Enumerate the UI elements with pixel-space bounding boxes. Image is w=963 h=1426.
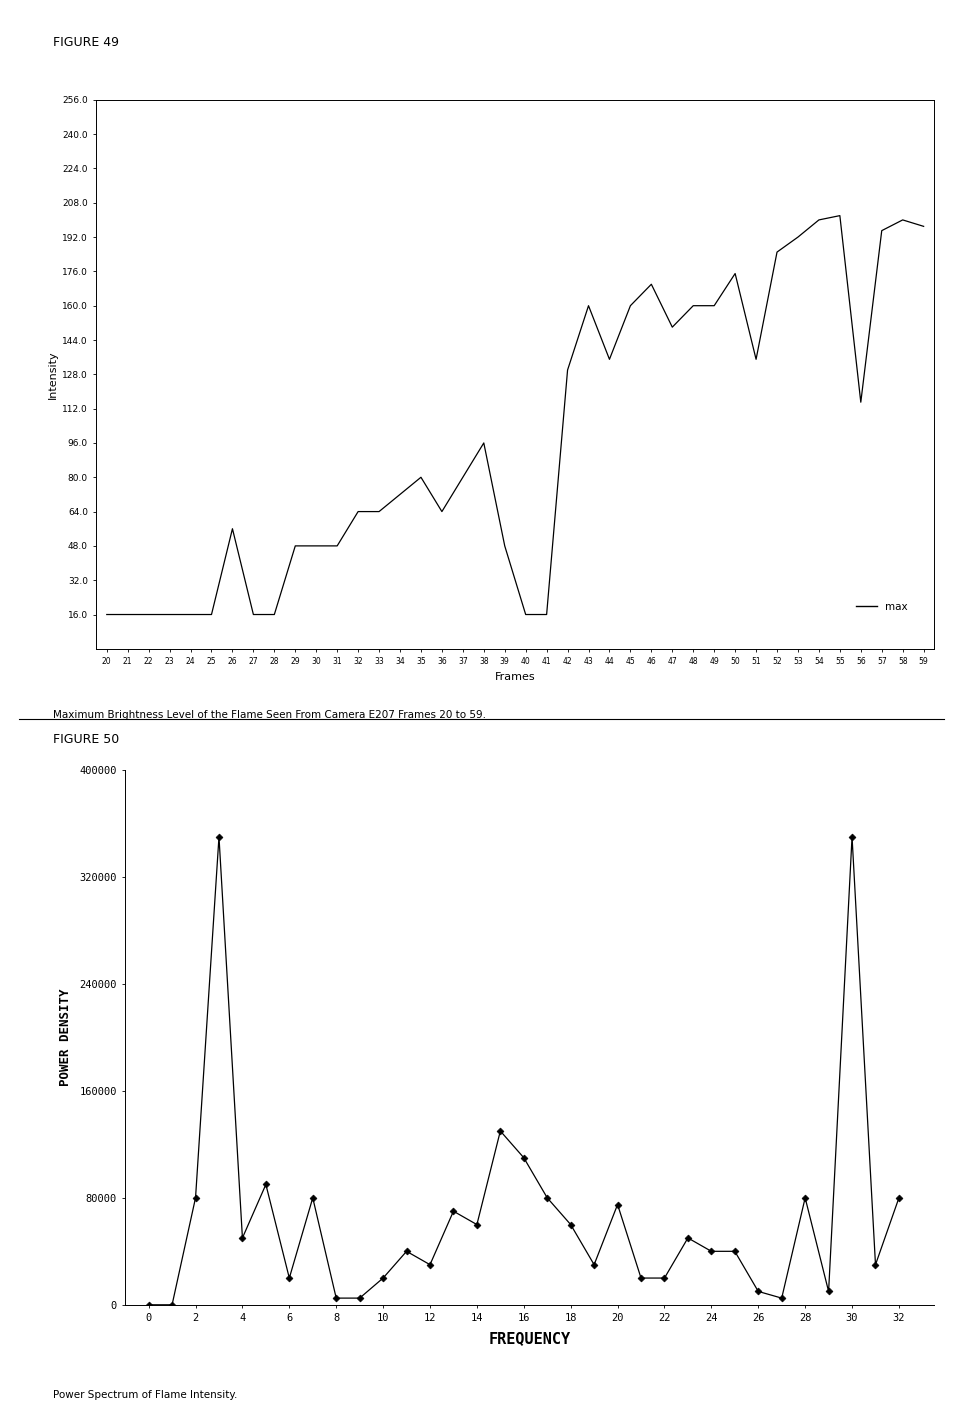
- Legend: max: max: [852, 597, 912, 616]
- Text: FIGURE 50: FIGURE 50: [53, 733, 119, 746]
- Text: Power Spectrum of Flame Intensity.: Power Spectrum of Flame Intensity.: [53, 1390, 237, 1400]
- X-axis label: FREQUENCY: FREQUENCY: [488, 1332, 571, 1346]
- Y-axis label: POWER DENSITY: POWER DENSITY: [60, 988, 72, 1087]
- Text: Maximum Brightness Level of the Flame Seen From Camera E207 Frames 20 to 59.: Maximum Brightness Level of the Flame Se…: [53, 710, 486, 720]
- Text: FIGURE 49: FIGURE 49: [53, 36, 119, 48]
- X-axis label: Frames: Frames: [495, 672, 535, 682]
- Y-axis label: Intensity: Intensity: [48, 349, 58, 399]
